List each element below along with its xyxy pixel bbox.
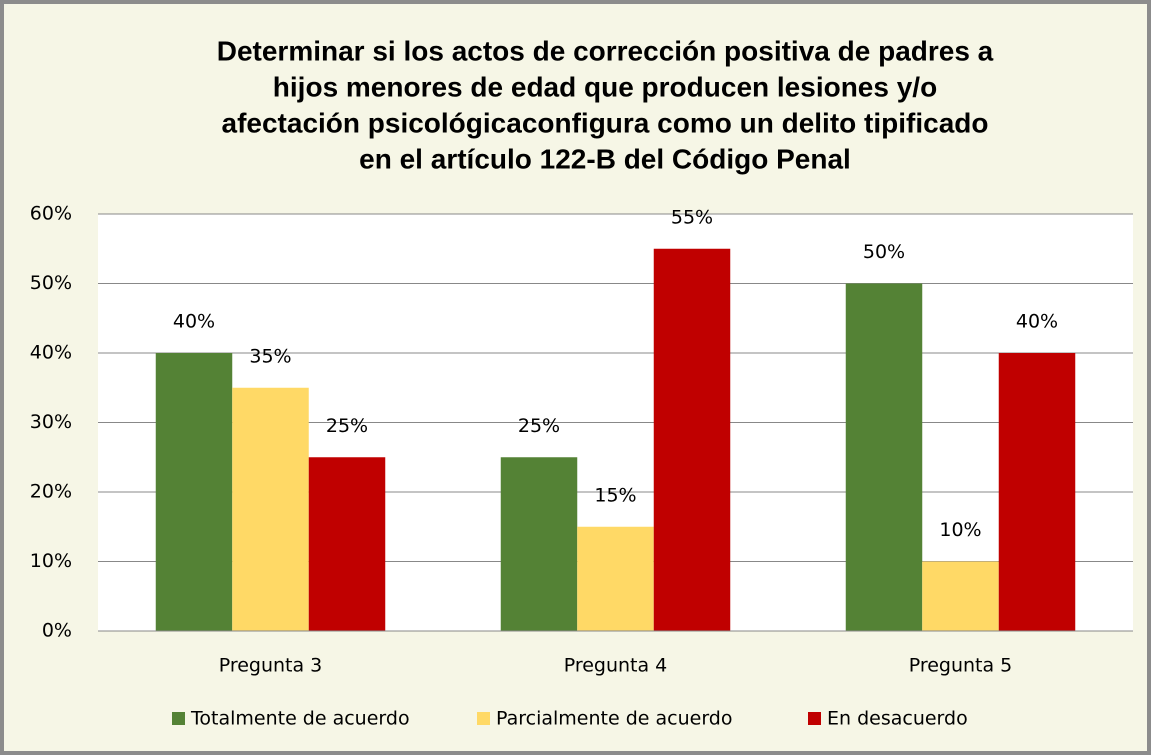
legend-label: En desacuerdo <box>827 708 968 730</box>
bar <box>500 457 578 631</box>
data-label: 40% <box>1016 311 1058 333</box>
chart-title: afectación psicológicaconfigura como un … <box>222 107 989 138</box>
data-label: 25% <box>326 415 368 437</box>
bar <box>922 561 999 631</box>
x-tick-label: Pregunta 3 <box>219 655 323 677</box>
y-tick-label: 50% <box>30 272 72 294</box>
bar <box>998 353 1076 631</box>
bar <box>308 457 386 631</box>
data-label: 50% <box>863 241 905 263</box>
y-tick-label: 10% <box>30 550 72 572</box>
legend-label: Parcialmente de acuerdo <box>496 708 732 730</box>
bar <box>845 283 923 631</box>
legend-swatch <box>477 712 490 725</box>
legend-swatch <box>808 712 821 725</box>
data-label: 25% <box>518 415 560 437</box>
bar <box>577 526 654 631</box>
data-label: 15% <box>594 484 636 506</box>
data-label: 35% <box>249 345 291 367</box>
chart-title: hijos menores de edad que producen lesio… <box>273 71 937 102</box>
legend-label: Totalmente de acuerdo <box>190 708 410 730</box>
x-tick-label: Pregunta 4 <box>564 655 668 677</box>
y-tick-label: 30% <box>30 411 72 433</box>
data-label: 40% <box>173 311 215 333</box>
y-tick-label: 40% <box>30 342 72 364</box>
chart-title: en el artículo 122-B del Código Penal <box>359 143 851 174</box>
data-label: 55% <box>671 206 713 228</box>
y-tick-label: 0% <box>42 620 72 642</box>
bar <box>155 353 233 631</box>
y-tick-label: 20% <box>30 481 72 503</box>
legend-swatch <box>172 712 185 725</box>
y-tick-label: 60% <box>30 203 72 225</box>
data-label: 10% <box>939 519 981 541</box>
bar <box>653 248 731 631</box>
bar <box>232 387 309 631</box>
x-tick-label: Pregunta 5 <box>909 655 1013 677</box>
chart-title: Determinar si los actos de corrección po… <box>217 35 994 66</box>
